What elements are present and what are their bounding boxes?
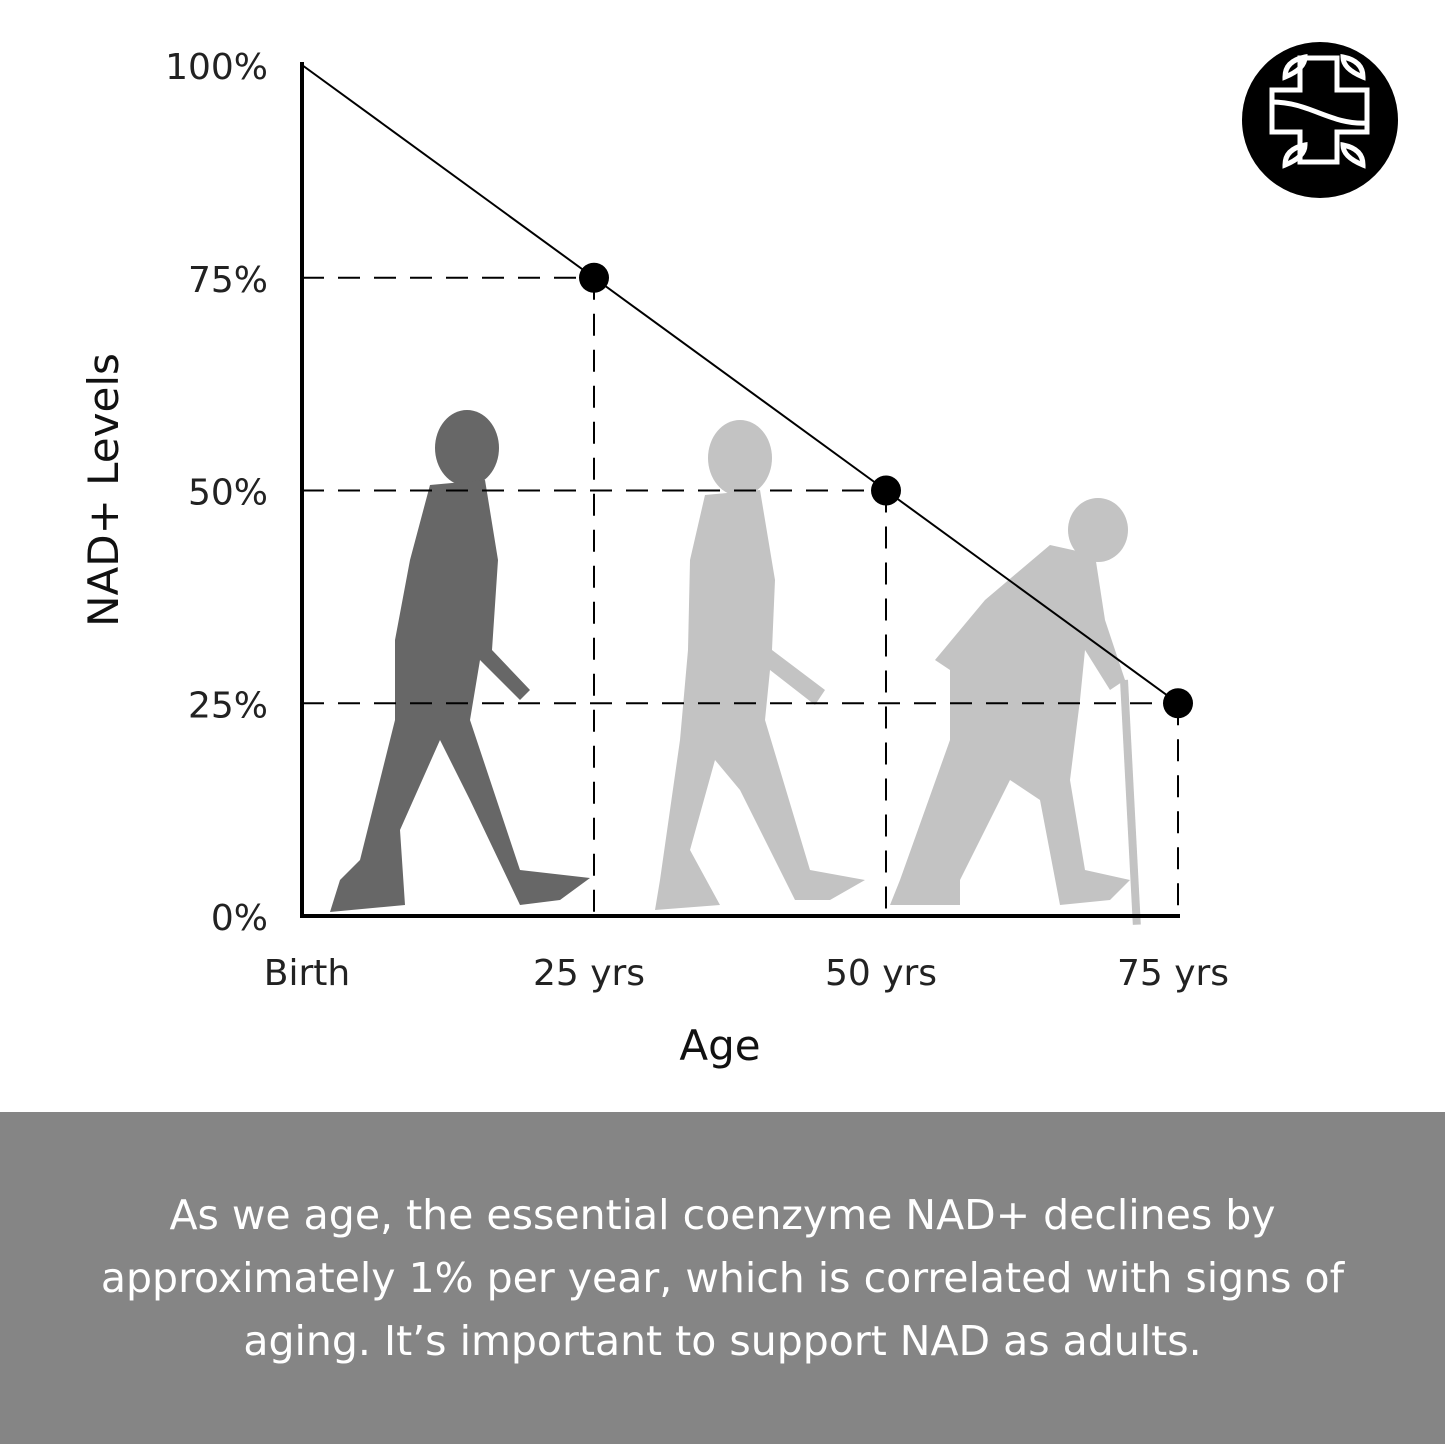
data-point bbox=[579, 262, 609, 293]
nad-decline-series bbox=[301, 64, 1193, 719]
y-tick-label: 0% bbox=[211, 898, 268, 939]
y-tick-labels: 0% 25% 50% 75% 100% bbox=[165, 47, 268, 939]
y-axis-label: NAD+ Levels bbox=[79, 353, 128, 627]
x-tick-label: 50 yrs bbox=[825, 953, 937, 994]
data-point bbox=[871, 475, 901, 506]
dashed-guide-lines bbox=[302, 276, 1179, 916]
x-tick-label: 75 yrs bbox=[1117, 953, 1229, 994]
x-tick-label: Birth bbox=[264, 953, 350, 994]
x-tick-labels: Birth 25 yrs 50 yrs 75 yrs bbox=[264, 953, 1229, 994]
caption-band: As we age, the essential coenzyme NAD+ d… bbox=[0, 1112, 1445, 1444]
caption-text: As we age, the essential coenzyme NAD+ d… bbox=[100, 1190, 1345, 1365]
nad-chart: 0%25%50%75%100% Birth 25 yrs 50 yrs 75 yrs … bbox=[79, 42, 1398, 1070]
x-tick-label: 25 yrs bbox=[533, 953, 645, 994]
young-man-silhouette bbox=[330, 410, 590, 912]
walking-people-silhouettes bbox=[330, 410, 1141, 925]
brand-logo bbox=[1242, 42, 1398, 198]
middle-aged-man-silhouette bbox=[655, 420, 865, 910]
elderly-man-silhouette bbox=[890, 498, 1141, 925]
x-axis-label: Age bbox=[679, 1021, 760, 1070]
y-tick-label: 25% bbox=[188, 685, 268, 726]
data-point bbox=[1163, 688, 1193, 719]
series-line bbox=[301, 64, 1179, 705]
y-tick-label: 75% bbox=[188, 260, 268, 301]
y-tick-label: 100% bbox=[165, 47, 268, 88]
y-tick-label: 50% bbox=[188, 473, 268, 514]
